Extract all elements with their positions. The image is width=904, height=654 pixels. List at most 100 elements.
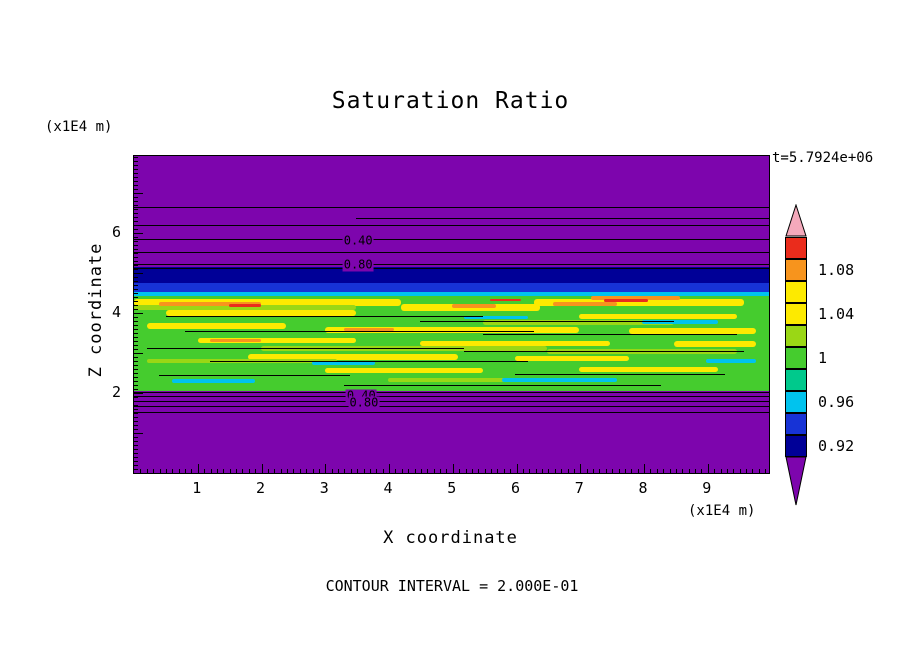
x-axis-tick [714,469,716,473]
x-axis-tick [663,469,665,473]
field-streak [229,304,262,307]
x-axis-tick [331,469,333,473]
contour-label: 0.40 [342,233,374,248]
x-axis-tick [229,469,231,473]
colorbar [785,237,807,457]
x-tick-label: 4 [383,479,393,497]
z-axis-tick [134,409,138,410]
z-axis-tick [134,225,138,227]
x-axis-tick [612,469,614,473]
x-axis-tick [338,469,339,473]
z-axis-tick [134,325,138,327]
colorbar-bottom-arrow [785,456,807,506]
z-axis-tick [134,321,138,323]
z-axis-tick [134,193,143,195]
x-axis-tick [586,469,588,473]
x-axis-tick [484,469,486,473]
contour-line [343,384,662,386]
contour-line [134,239,769,241]
contour-line [464,351,744,352]
field-streak [388,377,579,383]
z-axis-tick [134,241,138,243]
z-axis-tick [134,365,138,367]
x-axis-tick [688,469,690,473]
z-axis-tick [134,237,138,239]
x-axis-tick [408,469,410,473]
z-axis-tick [134,433,143,434]
chart-title: Saturation Ratio [331,88,570,114]
z-axis-tick [134,429,138,430]
x-axis-tick [293,469,295,473]
z-axis-tick [134,245,138,247]
field-streak [483,320,674,326]
x-axis-tick [733,469,735,473]
z-axis-tick [134,349,138,351]
z-axis-tick [134,417,138,418]
x-axis-tick [605,469,607,473]
x-axis-tick [242,469,244,473]
x-axis-tick [561,469,563,473]
z-axis-tick [134,277,138,279]
colorbar-label: 1 [818,349,828,367]
z-axis-tick [134,357,138,359]
x-axis-tick [548,469,550,473]
x-axis-tick [159,469,161,473]
z-axis-tick [134,289,138,291]
z-axis-tick [134,249,138,251]
x-axis-tick [363,469,365,473]
contour-line [165,316,484,318]
field-band [134,266,769,283]
x-axis-tick [669,469,671,473]
z-axis-tick [134,337,138,339]
contour-line [515,374,725,376]
field-streak [324,368,484,374]
x-axis-tick [593,469,594,473]
x-axis-tick [516,464,518,473]
z-axis-tick [134,389,138,391]
colorbar-band [785,237,807,259]
x-axis-tick [637,469,639,473]
field-streak [451,304,496,308]
contour-interval-note: CONTOUR INTERVAL = 2.000E-01 [325,577,579,595]
contour-line [134,396,769,398]
z-axis-tick [134,205,138,207]
contour-line [134,406,769,408]
x-axis-tick [650,469,652,473]
x-axis-tick [554,469,556,473]
x-axis-tick [529,469,531,473]
z-axis-tick [134,369,138,371]
x-axis-tick [465,469,467,473]
x-axis-tick [369,469,371,473]
contour-line [134,225,769,227]
x-axis-tick [707,464,709,473]
z-axis-tick [134,185,138,187]
contour-line [419,320,674,322]
x-axis-tick [299,469,301,473]
contour-label: 0.80 [342,257,374,272]
x-axis-tick [656,469,658,473]
x-axis-tick [567,469,569,473]
x-axis-tick [261,464,263,473]
x-axis-tick [452,464,454,473]
x-axis-tick [535,469,537,473]
x-axis-tick [197,464,199,473]
z-axis-tick [134,181,138,183]
z-axis-tick [134,229,138,231]
z-axis-tick [134,189,138,191]
x-axis-unit-label: (x1E4 m) [688,503,756,519]
x-axis-tick [440,469,441,473]
field-streak [134,299,401,306]
z-axis-tick [134,285,138,287]
x-axis-tick [618,469,620,473]
x-axis-tick [172,469,174,473]
z-axis-title: Z coordinate [86,242,106,378]
x-axis-tick [153,469,155,473]
field-streak [642,320,719,325]
z-tick-label: 2 [111,383,121,402]
z-axis-tick [134,309,138,311]
x-axis-tick [280,469,282,473]
z-axis-tick [134,217,138,219]
z-axis-tick [134,261,138,263]
x-axis-tick [522,469,524,473]
x-tick-label: 7 [574,479,584,497]
